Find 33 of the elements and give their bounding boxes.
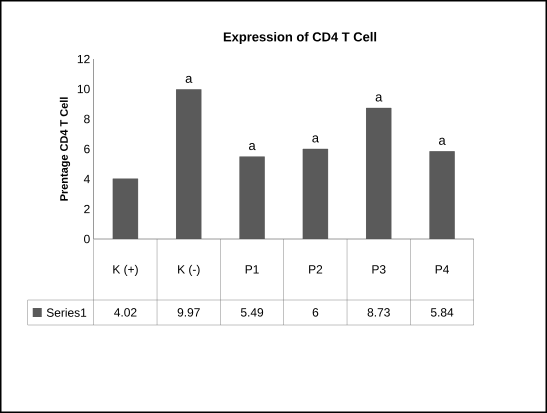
bar: [302, 148, 328, 239]
bar: [176, 89, 202, 239]
data-label: 4.02: [114, 308, 136, 317]
y-tick-label: 4: [84, 174, 90, 184]
annotation: a: [312, 135, 320, 142]
x-tick-label: K (+): [113, 264, 138, 276]
bar: [239, 156, 265, 239]
y-tick-label: 8: [84, 114, 90, 124]
y-axis-title: Prentage CD4 T Cell: [60, 97, 70, 201]
data-label: 6: [312, 308, 318, 317]
legend-label: Series1: [46, 308, 86, 317]
data-label: 9.97: [178, 308, 200, 317]
y-tick-label: 0: [84, 234, 90, 244]
x-tick-label: P1: [246, 265, 259, 274]
y-tick-label: 12: [78, 54, 90, 64]
data-label: 5.49: [240, 308, 264, 317]
annotation: a: [439, 138, 446, 145]
x-tick-label: P4: [436, 265, 449, 274]
annotation: a: [249, 143, 256, 150]
annotation: a: [186, 76, 192, 83]
x-tick-label: K (-): [178, 264, 200, 276]
bar: [366, 108, 392, 239]
data-label: 5.84: [430, 308, 454, 317]
y-tick-label: 2: [84, 204, 90, 214]
chart-title: Expression of CD4 T Cell: [224, 32, 376, 44]
annotation: a: [376, 94, 382, 102]
bar: [112, 178, 138, 239]
data-label: 8.73: [368, 308, 390, 317]
y-tick-label: 10: [78, 84, 90, 94]
y-tick-label: 6: [84, 144, 90, 154]
x-tick-label: P2: [309, 265, 322, 274]
bar: [429, 151, 455, 239]
x-tick-label: P3: [372, 265, 386, 274]
